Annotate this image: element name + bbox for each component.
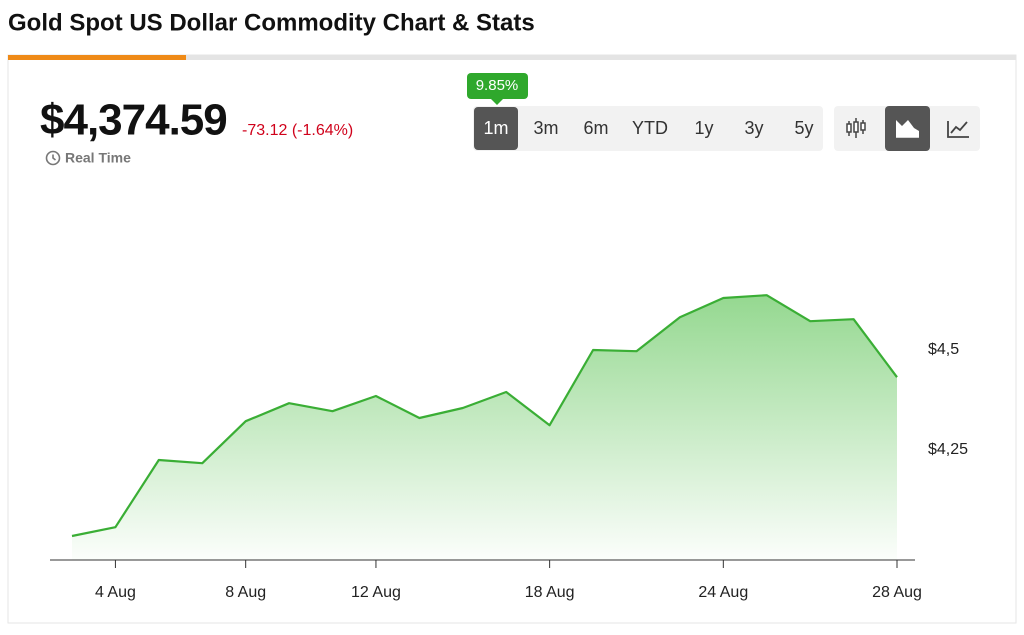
x-tick-label: 24 Aug bbox=[698, 584, 748, 601]
x-tick-label: 12 Aug bbox=[351, 584, 401, 601]
clock-icon bbox=[45, 150, 61, 166]
range-button[interactable]: 1y bbox=[694, 118, 713, 138]
y-tick-label: $4,5 bbox=[928, 341, 959, 358]
tab-track bbox=[8, 55, 1016, 60]
range-button[interactable]: 5y bbox=[794, 118, 813, 138]
page-title: Gold Spot US Dollar Commodity Chart & St… bbox=[8, 9, 535, 36]
tab-indicator bbox=[8, 55, 186, 60]
candle-button[interactable] bbox=[846, 118, 866, 138]
x-tick-label: 28 Aug bbox=[872, 584, 922, 601]
range-button[interactable]: 3y bbox=[744, 118, 763, 138]
range-button[interactable]: YTD bbox=[632, 118, 668, 138]
x-tick-label: 8 Aug bbox=[225, 584, 266, 601]
y-tick-label: $4,25 bbox=[928, 441, 968, 458]
line-button[interactable] bbox=[947, 121, 969, 138]
area bbox=[72, 295, 897, 560]
x-tick-label: 4 Aug bbox=[95, 584, 136, 601]
range-button-active[interactable] bbox=[474, 107, 518, 150]
range-button[interactable]: 1m bbox=[483, 118, 508, 138]
range-button[interactable]: 3m bbox=[533, 118, 558, 138]
tooltip: 9.85% bbox=[467, 73, 528, 105]
price: $4,374.59 bbox=[40, 96, 227, 145]
tooltip-text: 9.85% bbox=[476, 77, 519, 94]
range-group bbox=[473, 106, 823, 151]
line bbox=[71, 294, 898, 538]
area-icon bbox=[896, 120, 919, 137]
price-change: -73.12 (-1.64%) bbox=[242, 122, 353, 139]
range-button[interactable]: 6m bbox=[583, 118, 608, 138]
x-tick-label: 18 Aug bbox=[525, 584, 575, 601]
status: Real Time bbox=[65, 150, 131, 166]
